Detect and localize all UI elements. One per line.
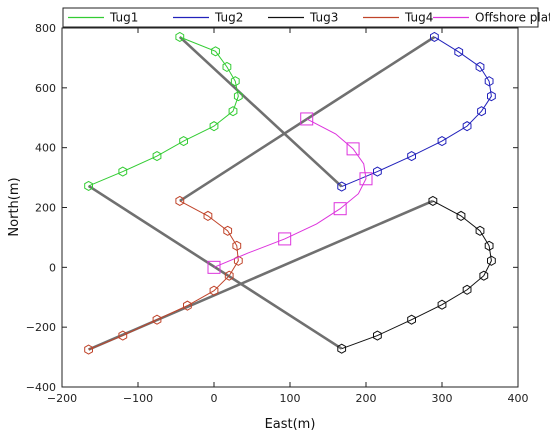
ticks-layer: −200 −100 0 100 200 300 400−400−20002004006008… <box>26 22 529 405</box>
tug3-marker <box>337 343 347 354</box>
legend-label-tug1: Tug1 <box>109 11 138 25</box>
tug1-marker <box>179 136 188 147</box>
series-tug1 <box>84 31 243 192</box>
tug3-marker <box>462 284 472 295</box>
tug2-marker <box>487 91 496 102</box>
x-tick-label: −100 <box>123 392 153 405</box>
offshore-platform-marker <box>278 232 292 246</box>
tug3-marker <box>475 225 485 236</box>
tug4-marker <box>209 285 219 296</box>
legend-label-offshore-platform: Offshore platform <box>475 11 550 25</box>
tug1-marker <box>228 106 238 117</box>
tug4-marker <box>203 210 213 221</box>
tug3-line <box>341 200 492 350</box>
tug3-marker <box>479 270 489 281</box>
y-tick-label: 400 <box>35 142 56 155</box>
tug4-marker <box>175 195 185 206</box>
tug4-marker <box>224 270 234 281</box>
tug1-marker <box>152 150 162 162</box>
tug1-marker <box>211 46 220 57</box>
y-tick-label: 200 <box>35 202 56 215</box>
tug3-marker <box>437 299 447 310</box>
tug3-marker <box>487 255 496 266</box>
legend: Tug1 Tug2 Tug3 Tug4 Offshore platform <box>62 7 550 28</box>
offshore-platform-marker <box>207 260 221 274</box>
tug4-marker <box>232 240 242 251</box>
tug4-marker <box>233 255 243 266</box>
y-axis-label: North(m) <box>7 177 22 236</box>
x-tick-label: 0 <box>211 392 218 405</box>
y-tick-label: −400 <box>26 381 56 394</box>
tug4-marker <box>183 300 192 311</box>
tug2-marker <box>462 121 472 132</box>
tug3-marker <box>456 210 466 221</box>
series-tug2 <box>337 31 496 192</box>
tug2-marker <box>407 150 416 162</box>
tug1-marker <box>209 121 219 132</box>
y-tick-label: 800 <box>35 22 56 35</box>
x-axis-label: East(m) <box>265 417 316 432</box>
tug2-marker <box>437 136 447 147</box>
tug2-marker <box>484 76 494 87</box>
plot-area <box>61 27 519 388</box>
tug4-marker <box>152 314 162 325</box>
tug3-marker <box>373 330 382 341</box>
tug2-marker <box>454 46 464 58</box>
y-tick-label: 0 <box>49 261 56 274</box>
tug2-marker <box>430 31 439 43</box>
tug4-marker <box>84 344 93 355</box>
tug1-marker <box>175 31 185 43</box>
series-offshore-platform <box>207 112 373 274</box>
series-tug3 <box>337 195 496 354</box>
series-layer <box>84 31 496 355</box>
connecting-line <box>178 36 343 188</box>
x-tick-label: 100 <box>280 392 301 405</box>
y-tick-label: 600 <box>35 82 56 95</box>
y-tick-label: −200 <box>26 321 56 334</box>
tug1-line <box>88 36 239 187</box>
tug1-marker <box>84 180 93 192</box>
legend-label-tug4: Tug4 <box>404 11 433 25</box>
tug4-marker <box>223 225 233 236</box>
tug3-marker <box>428 195 438 206</box>
tug1-marker <box>222 61 232 72</box>
tug2-marker <box>337 181 347 192</box>
offshore-platform-marker <box>359 172 373 186</box>
tug1-marker <box>230 76 240 87</box>
tug2-marker <box>477 106 486 117</box>
tug2-marker <box>373 166 382 177</box>
x-tick-label: −200 <box>47 392 77 405</box>
tug1-marker <box>118 166 128 177</box>
tug1-marker <box>233 91 243 102</box>
tug2-marker <box>475 61 485 72</box>
offshore-platform-marker <box>333 202 347 216</box>
tug3-marker <box>407 314 416 325</box>
tug4-line <box>88 200 239 351</box>
legend-label-tug3: Tug3 <box>309 11 338 25</box>
offshore-platform-marker <box>300 112 314 126</box>
legend-label-tug2: Tug2 <box>214 11 243 25</box>
x-tick-label: 400 <box>508 392 529 405</box>
tug3-marker <box>484 240 494 251</box>
tug2-line <box>341 36 492 188</box>
x-tick-label: 300 <box>432 392 453 405</box>
x-tick-label: 200 <box>356 392 377 405</box>
tug4-marker <box>118 330 128 341</box>
series-tug4 <box>84 195 243 355</box>
offshore-platform-marker <box>346 142 360 156</box>
